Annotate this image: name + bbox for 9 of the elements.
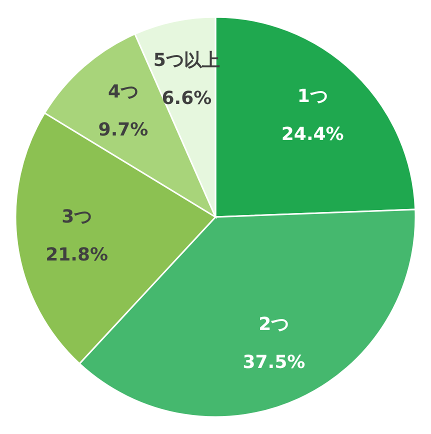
data-label: 9.7% — [98, 120, 148, 141]
slice-label: 4つ — [108, 82, 139, 103]
slice-label: 2つ — [258, 314, 290, 336]
data-label: 21.8% — [46, 244, 108, 266]
data-label: 37.5% — [242, 352, 306, 374]
data-label: 24.4% — [281, 124, 344, 146]
slice-label: 3つ — [62, 206, 92, 228]
slice-label: 1つ — [297, 86, 328, 108]
data-label: 6.6% — [162, 88, 212, 109]
